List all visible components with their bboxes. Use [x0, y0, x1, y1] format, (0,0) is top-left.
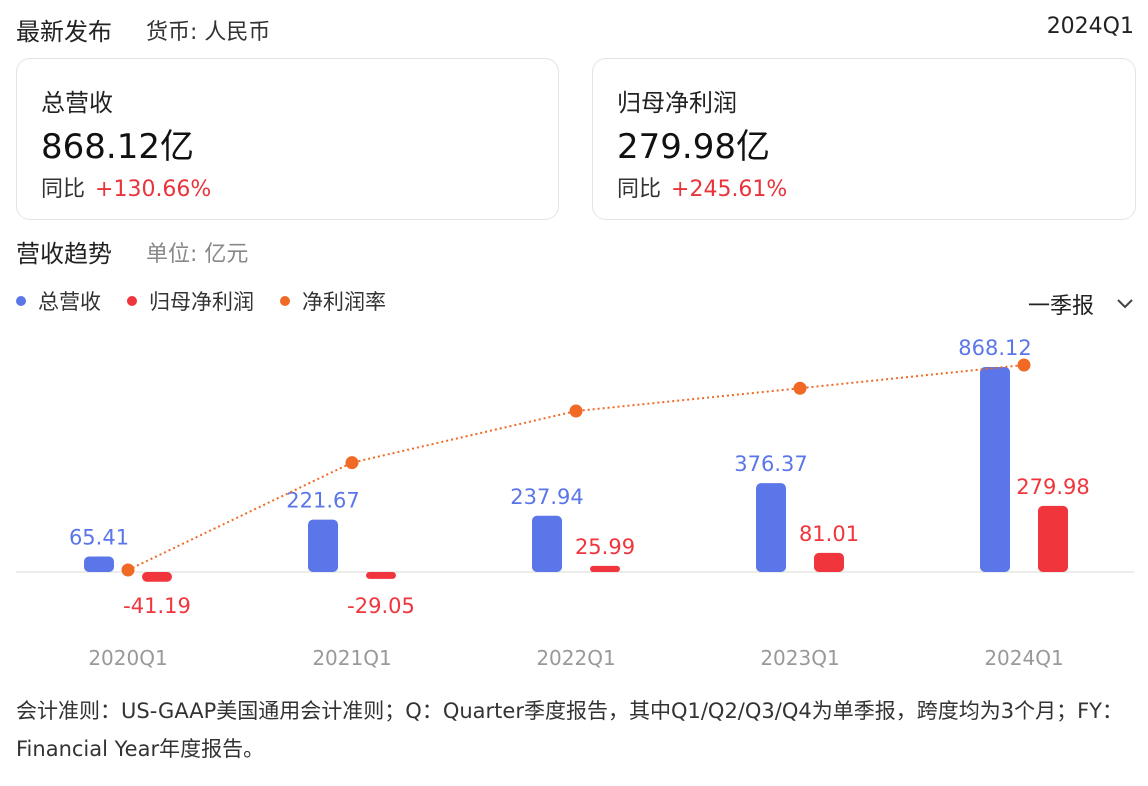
net-profit-yoy-label: 同比: [617, 177, 662, 202]
revenue-bar: [756, 483, 786, 572]
revenue-value-label: 237.94: [510, 485, 583, 509]
legend-dot-net-margin: [280, 296, 290, 306]
net-profit-bar: [590, 565, 620, 572]
legend-label-net-margin: 净利润率: [302, 290, 386, 314]
revenue-value: 868.12亿: [41, 127, 194, 167]
net-profit-bar: [366, 572, 396, 579]
net-profit-value-label: 279.98: [1016, 475, 1089, 499]
x-tick-label: 2020Q1: [88, 646, 167, 670]
revenue-value-label: 376.37: [734, 452, 807, 476]
net-profit-bar: [142, 572, 172, 582]
x-tick-label: 2023Q1: [760, 646, 839, 670]
legend-dot-revenue: [16, 296, 26, 306]
x-tick-label: 2022Q1: [536, 646, 615, 670]
revenue-value-label: 868.12: [958, 336, 1031, 360]
legend-label-revenue: 总营收: [38, 290, 101, 314]
revenue-bar: [980, 367, 1010, 572]
currency-label: 货币: 人民币: [146, 20, 271, 45]
legend-item-revenue[interactable]: 总营收: [16, 286, 101, 316]
legend-label-net-profit: 归母净利润: [149, 290, 254, 314]
net-profit-label: 归母净利润: [617, 89, 737, 117]
legend-item-net-profit[interactable]: 归母净利润: [127, 286, 254, 316]
revenue-yoy-label: 同比: [41, 177, 86, 202]
net-profit-value-label: 81.01: [799, 522, 859, 546]
net-margin-point: [1017, 358, 1031, 372]
revenue-bar: [84, 556, 114, 572]
footnote: 会计准则：US-GAAP美国通用会计准则；Q：Quarter季度报告，其中Q1/…: [16, 699, 1124, 761]
net-profit-value: 279.98亿: [617, 127, 770, 167]
revenue-value-label: 65.41: [69, 526, 129, 550]
header-title: 最新发布: [16, 18, 112, 46]
section-unit: 单位: 亿元: [146, 242, 249, 267]
net-profit-bar: [1038, 505, 1068, 572]
net-margin-line: [127, 364, 1025, 571]
revenue-card: 总营收 868.12亿 同比 +130.66%: [16, 58, 559, 220]
chart-legend: 总营收 归母净利润 净利润率: [16, 286, 412, 316]
net-profit-bar: [814, 552, 844, 572]
section-title: 营收趋势: [16, 240, 112, 268]
net-margin-point: [793, 381, 807, 395]
revenue-value-label: 221.67: [286, 489, 359, 513]
chevron-down-icon: [1117, 299, 1133, 309]
net-profit-value-label: -41.19: [123, 594, 191, 618]
revenue-bar: [308, 519, 338, 572]
revenue-bar: [532, 515, 562, 572]
net-profit-card: 归母净利润 279.98亿 同比 +245.61%: [592, 58, 1136, 220]
revenue-trend-chart: 65.41 -41.19 2020Q1 221.67 -29.05 2021Q1 237.9…: [16, 336, 1134, 670]
legend-item-net-margin[interactable]: 净利润率: [280, 286, 386, 316]
net-margin-point: [345, 456, 359, 470]
legend-dot-net-profit: [127, 296, 137, 306]
revenue-yoy: 同比 +130.66%: [41, 171, 211, 203]
revenue-yoy-change: +130.66%: [95, 177, 212, 202]
net-profit-value-label: -29.05: [347, 594, 415, 618]
net-profit-yoy-change: +245.61%: [671, 177, 788, 202]
period-select-label: 一季报: [1027, 294, 1094, 319]
x-tick-label: 2024Q1: [984, 646, 1063, 670]
report-period: 2024Q1: [1046, 14, 1134, 39]
net-profit-value-label: 25.99: [575, 535, 635, 559]
net-profit-yoy: 同比 +245.61%: [617, 171, 787, 203]
net-margin-point: [569, 404, 583, 418]
net-margin-point: [121, 563, 135, 577]
revenue-label: 总营收: [41, 89, 113, 117]
x-tick-label: 2021Q1: [312, 646, 391, 670]
period-select[interactable]: 一季报: [1028, 288, 1134, 320]
